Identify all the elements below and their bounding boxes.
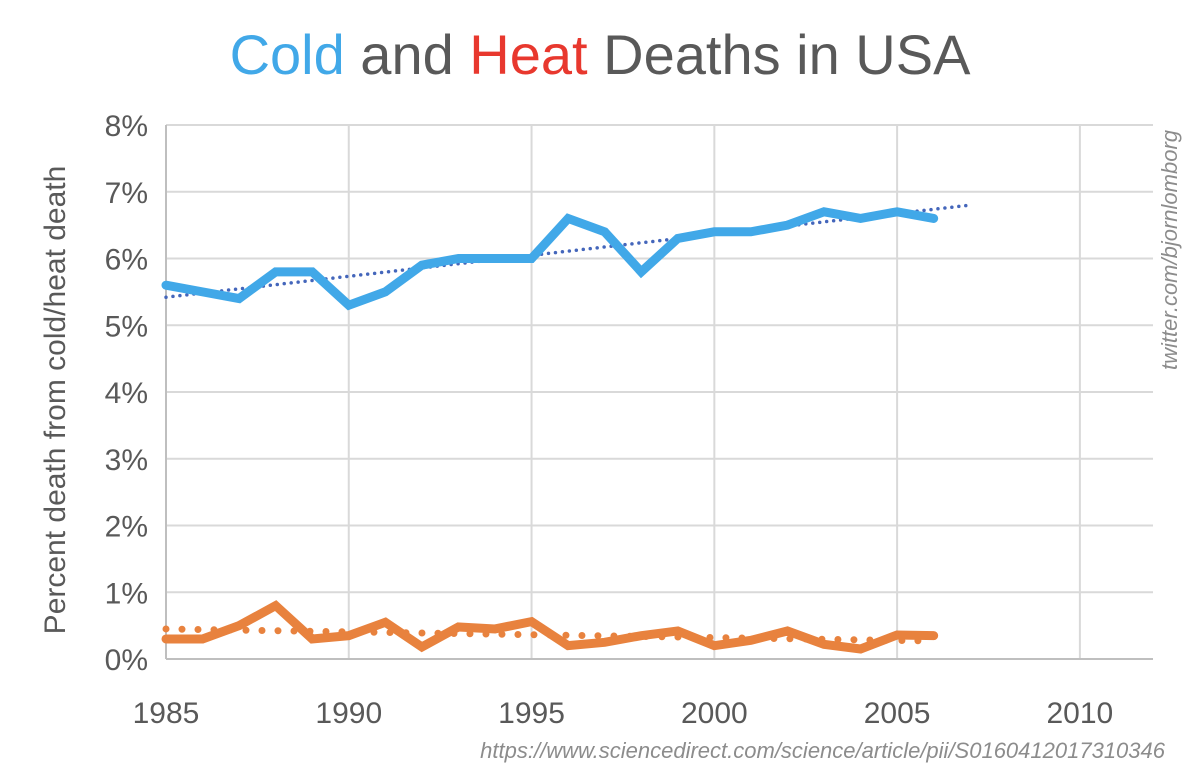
cold-trendline: [164, 203, 972, 299]
watermark: twitter.com/bjornlomborg: [1157, 129, 1182, 371]
y-tick-label: 7%: [105, 177, 148, 210]
y-tick-label: 8%: [105, 110, 148, 143]
y-tick-label: 1%: [105, 577, 148, 610]
y-tick-label: 3%: [105, 444, 148, 477]
source-url: https://www.sciencedirect.com/science/ar…: [480, 738, 1165, 763]
x-tick-label: 1995: [498, 697, 565, 730]
x-tick-label: 2010: [1047, 697, 1114, 730]
title-heat: Heat: [469, 23, 588, 86]
heat-series-line: [161, 600, 939, 654]
y-axis-label: Percent death from cold/heat death: [39, 165, 72, 635]
y-tick-label: 0%: [105, 644, 148, 677]
x-tick-label: 2005: [864, 697, 931, 730]
chart-title: Cold and Heat Deaths in USA: [0, 22, 1200, 87]
x-tick-label: 2000: [681, 697, 748, 730]
y-tick-label: 5%: [105, 310, 148, 343]
cold-series-line: [161, 207, 939, 311]
title-rest: Deaths in USA: [587, 23, 971, 86]
x-tick-label: 1990: [315, 697, 382, 730]
title-and: and: [344, 23, 470, 86]
y-tick-label: 4%: [105, 377, 148, 410]
title-cold: Cold: [229, 23, 345, 86]
y-tick-label: 6%: [105, 244, 148, 277]
x-tick-label: 1985: [133, 697, 200, 730]
y-tick-label: 2%: [105, 511, 148, 544]
